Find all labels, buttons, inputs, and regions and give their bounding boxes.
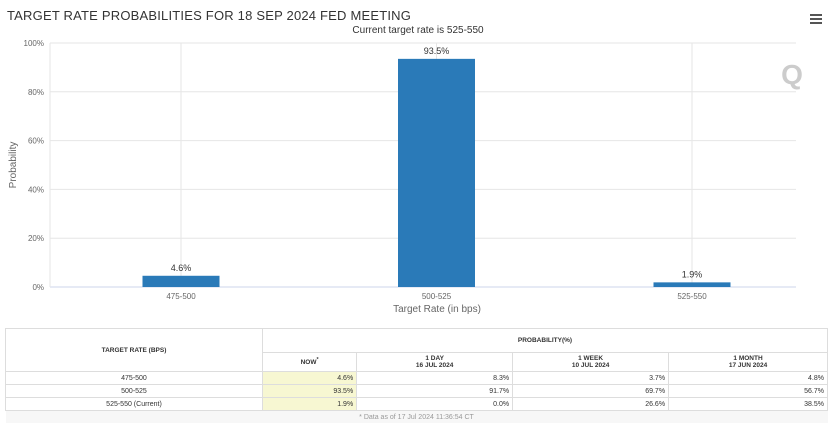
column-label: 1 MONTH: [733, 354, 763, 362]
column-date: 17 JUN 2024: [728, 361, 768, 369]
footnote: * Data as of 17 Jul 2024 11:36:54 CT: [5, 410, 828, 423]
x-tick-label: 525-550: [677, 292, 707, 301]
probability-cell: 8.3%: [356, 371, 514, 385]
footnote-marker: *: [316, 357, 319, 364]
y-tick-label: 80%: [28, 88, 44, 97]
probability-cell: 38.5%: [668, 397, 828, 411]
y-tick-label: 60%: [28, 137, 44, 146]
probability-header: PROBABILITY(%): [262, 328, 828, 353]
y-tick-label: 100%: [24, 39, 44, 48]
column-header: 1 MONTH 17 JUN 2024: [668, 351, 828, 373]
rate-header: TARGET RATE (BPS): [5, 328, 263, 372]
x-axis-label: Target Rate (in bps): [393, 304, 481, 315]
watermark-logo: Q: [781, 59, 803, 90]
bar: [398, 58, 475, 287]
bar: [142, 275, 220, 287]
table-row: 500-525 93.5% 91.7% 69.7% 56.7%: [5, 384, 828, 398]
bar: [653, 282, 731, 287]
rate-cell: 500-525: [5, 384, 263, 398]
column-header: 1 WEEK 10 JUL 2024: [512, 351, 670, 373]
rate-cell: 475-500: [5, 371, 263, 385]
probability-cell: 69.7%: [512, 384, 670, 398]
column-date: 16 JUL 2024: [415, 361, 454, 369]
data-label: 4.6%: [171, 263, 192, 273]
column-label: 1 WEEK: [578, 354, 604, 362]
probability-cell: 26.6%: [512, 397, 670, 411]
chart-subtitle: Current target rate is 525-550: [352, 25, 484, 36]
bar-chart: 0% 20% 40% 60% 80% 100% 4.6% 475-500 93.5% 500-52…: [8, 39, 803, 315]
y-tick-label: 40%: [28, 185, 44, 194]
probability-cell: 93.5%: [261, 384, 358, 398]
column-date: 10 JUL 2024: [571, 361, 610, 369]
table-row: 475-500 4.6% 8.3% 3.7% 4.8%: [5, 371, 828, 385]
column-label: NOW: [300, 359, 317, 367]
probability-cell: 91.7%: [356, 384, 514, 398]
probability-table: TARGET RATE (BPS) PROBABILITY(%) NOW* 1 D…: [5, 328, 828, 423]
y-tick-label: 0%: [32, 283, 44, 292]
x-tick-label: 500-525: [422, 292, 452, 301]
probability-cell: 4.8%: [668, 371, 828, 385]
x-tick-label: 475-500: [166, 292, 196, 301]
rate-cell: 525-550 (Current): [5, 397, 263, 411]
column-header: NOW*: [261, 351, 358, 373]
table-row: 525-550 (Current) 1.9% 0.0% 26.6% 38.5%: [5, 397, 828, 411]
probability-cell: 4.6%: [261, 371, 358, 385]
chart-title: TARGET RATE PROBABILITIES FOR 18 SEP 202…: [7, 8, 412, 23]
column-label: 1 DAY: [425, 354, 444, 362]
probability-cell: 3.7%: [512, 371, 670, 385]
y-tick-label: 20%: [28, 234, 44, 243]
probability-cell: 1.9%: [261, 397, 358, 411]
y-axis-label: Probability: [8, 142, 19, 189]
probability-cell: 0.0%: [356, 397, 514, 411]
probability-cell: 56.7%: [668, 384, 828, 398]
hamburger-menu-icon[interactable]: [810, 14, 822, 24]
column-header: 1 DAY 16 JUL 2024: [356, 351, 514, 373]
data-label: 93.5%: [424, 46, 450, 56]
data-label: 1.9%: [682, 269, 703, 279]
